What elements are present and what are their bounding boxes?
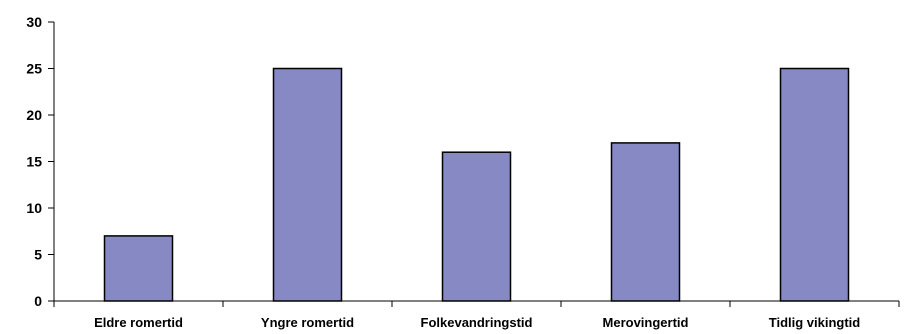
- y-tick-label: 10: [26, 200, 42, 216]
- bar: [272, 67, 343, 302]
- y-tick-label: 30: [26, 14, 42, 30]
- bars: [103, 67, 850, 302]
- y-axis: 0 5 10 15 20 25 30: [26, 14, 55, 309]
- category-label: Yngre romertid: [261, 315, 354, 330]
- category-label: Eldre romertid: [94, 315, 183, 330]
- category-labels: Eldre romertid Yngre romertid Folkevandrin…: [94, 315, 860, 330]
- y-tick-label: 20: [26, 107, 42, 123]
- category-label: Merovingertid: [603, 315, 689, 330]
- y-tick-label: 5: [34, 247, 42, 263]
- category-label: Folkevandringstid: [421, 315, 533, 330]
- bar: [610, 142, 681, 302]
- bar: [103, 235, 174, 302]
- x-axis: [53, 300, 900, 307]
- category-label: Tidlig vikingtid: [769, 315, 861, 330]
- y-tick-label: 15: [26, 154, 42, 170]
- y-tick-label: 0: [34, 293, 42, 309]
- y-tick-label: 25: [26, 61, 42, 77]
- bar: [441, 151, 512, 302]
- bar: [779, 67, 850, 302]
